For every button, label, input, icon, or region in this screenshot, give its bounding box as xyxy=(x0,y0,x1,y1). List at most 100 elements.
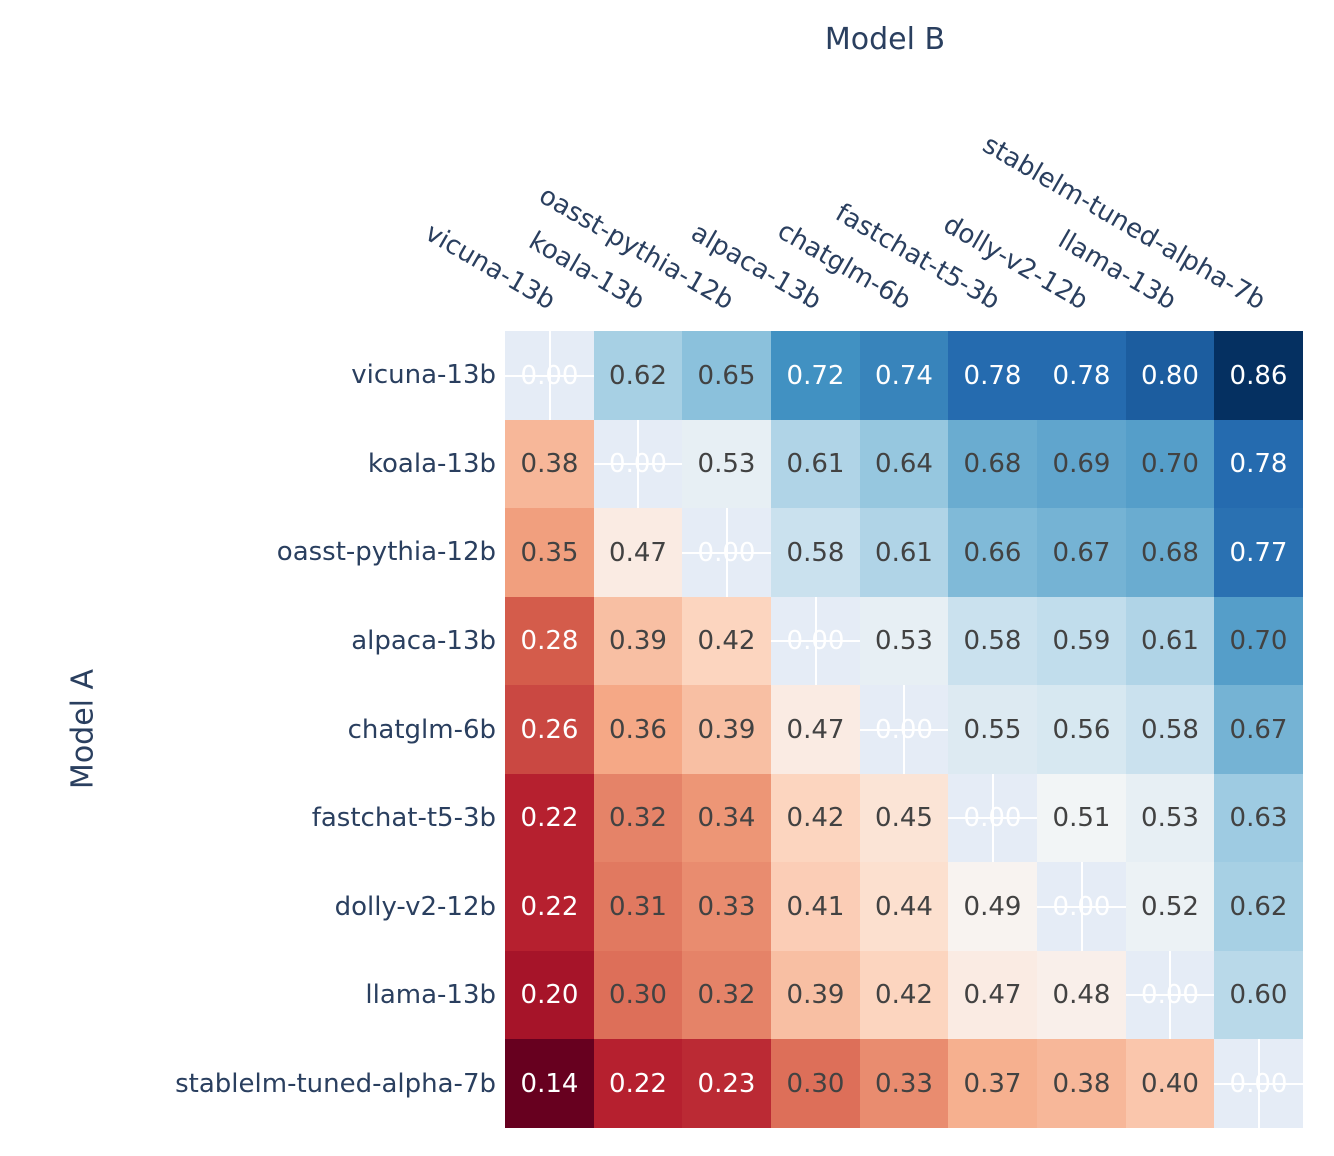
diagonal-gridline-h xyxy=(505,374,594,377)
x-axis-title: Model B xyxy=(824,22,946,57)
heatmap-cell[interactable]: 0.33 xyxy=(860,1039,948,1128)
heatmap-cell[interactable]: 0.42 xyxy=(860,951,948,1039)
heatmap-cell[interactable]: 0.74 xyxy=(860,331,948,420)
heatmap-cell[interactable]: 0.68 xyxy=(1126,508,1214,597)
cell-value: 0.00 xyxy=(520,360,579,391)
heatmap-cell[interactable]: 0.60 xyxy=(1214,951,1303,1039)
heatmap-cell[interactable]: 0.28 xyxy=(505,597,594,685)
cell-value: 0.62 xyxy=(609,360,667,391)
heatmap-cell[interactable]: 0.00 xyxy=(1037,862,1126,951)
heatmap-cell[interactable]: 0.42 xyxy=(771,774,860,862)
heatmap-cell[interactable]: 0.00 xyxy=(948,774,1037,862)
heatmap-cell[interactable]: 0.00 xyxy=(860,685,948,774)
cell-value: 0.42 xyxy=(786,803,845,833)
heatmap-cell[interactable]: 0.42 xyxy=(682,597,771,685)
heatmap-cell[interactable]: 0.26 xyxy=(505,685,594,774)
heatmap-cell[interactable]: 0.59 xyxy=(1037,597,1126,685)
heatmap-cell[interactable]: 0.00 xyxy=(1126,951,1214,1039)
heatmap-cell[interactable]: 0.44 xyxy=(860,862,948,951)
cell-value: 0.77 xyxy=(1229,537,1288,568)
heatmap-cell[interactable]: 0.45 xyxy=(860,774,948,862)
heatmap-cell[interactable]: 0.72 xyxy=(771,331,860,420)
cell-value: 0.20 xyxy=(520,980,579,1010)
heatmap-cell[interactable]: 0.77 xyxy=(1214,508,1303,597)
heatmap-cell[interactable]: 0.35 xyxy=(505,508,594,597)
cell-value: 0.31 xyxy=(609,891,667,922)
heatmap-cell[interactable]: 0.22 xyxy=(594,1039,682,1128)
heatmap-cell[interactable]: 0.62 xyxy=(594,331,682,420)
cell-value: 0.53 xyxy=(697,449,756,479)
heatmap-cell[interactable]: 0.22 xyxy=(505,774,594,862)
cell-value: 0.61 xyxy=(1141,626,1199,656)
heatmap-cell[interactable]: 0.00 xyxy=(505,331,594,420)
heatmap-cell[interactable]: 0.63 xyxy=(1214,774,1303,862)
heatmap-cell[interactable]: 0.58 xyxy=(771,508,860,597)
heatmap-cell[interactable]: 0.61 xyxy=(771,420,860,508)
cell-value: 0.22 xyxy=(520,803,579,833)
cell-value: 0.39 xyxy=(786,980,845,1010)
heatmap-cell[interactable]: 0.34 xyxy=(682,774,771,862)
heatmap-cell[interactable]: 0.78 xyxy=(1214,420,1303,508)
heatmap-cell[interactable]: 0.00 xyxy=(771,597,860,685)
heatmap-cell[interactable]: 0.61 xyxy=(1126,597,1214,685)
heatmap-grid: 0.00 0.62 0.65 0.72 0.74 0.78 0.78 0.80 0.86 0.38… xyxy=(505,331,1303,1128)
heatmap-cell[interactable]: 0.47 xyxy=(771,685,860,774)
heatmap-cell[interactable]: 0.69 xyxy=(1037,420,1126,508)
heatmap-cell[interactable]: 0.20 xyxy=(505,951,594,1039)
heatmap-cell[interactable]: 0.41 xyxy=(771,862,860,951)
heatmap-cell[interactable]: 0.58 xyxy=(1126,685,1214,774)
heatmap-cell[interactable]: 0.64 xyxy=(860,420,948,508)
heatmap-cell[interactable]: 0.00 xyxy=(682,508,771,597)
heatmap-cell[interactable]: 0.65 xyxy=(682,331,771,420)
diagonal-gridline-h xyxy=(1037,905,1126,908)
heatmap-cell[interactable]: 0.00 xyxy=(1214,1039,1303,1128)
heatmap-cell[interactable]: 0.47 xyxy=(594,508,682,597)
heatmap-cell[interactable]: 0.37 xyxy=(948,1039,1037,1128)
heatmap-cell[interactable]: 0.39 xyxy=(682,685,771,774)
heatmap-cell[interactable]: 0.78 xyxy=(948,331,1037,420)
heatmap-cell[interactable]: 0.30 xyxy=(594,951,682,1039)
heatmap-cell[interactable]: 0.47 xyxy=(948,951,1037,1039)
heatmap-cell[interactable]: 0.80 xyxy=(1126,331,1214,420)
heatmap-cell[interactable]: 0.33 xyxy=(682,862,771,951)
y-tick-label: stablelm-tuned-alpha-7b xyxy=(175,1069,496,1099)
heatmap-cell[interactable]: 0.39 xyxy=(594,597,682,685)
cell-value: 0.65 xyxy=(697,360,756,391)
heatmap-cell[interactable]: 0.53 xyxy=(1126,774,1214,862)
heatmap-cell[interactable]: 0.70 xyxy=(1214,597,1303,685)
cell-value: 0.00 xyxy=(1052,891,1111,922)
heatmap-cell[interactable]: 0.61 xyxy=(860,508,948,597)
heatmap-cell[interactable]: 0.22 xyxy=(505,862,594,951)
heatmap-cell[interactable]: 0.70 xyxy=(1126,420,1214,508)
heatmap-cell[interactable]: 0.67 xyxy=(1214,685,1303,774)
heatmap-cell[interactable]: 0.49 xyxy=(948,862,1037,951)
heatmap-cell[interactable]: 0.67 xyxy=(1037,508,1126,597)
heatmap-cell[interactable]: 0.40 xyxy=(1126,1039,1214,1128)
heatmap-cell[interactable]: 0.58 xyxy=(948,597,1037,685)
heatmap-cell[interactable]: 0.78 xyxy=(1037,331,1126,420)
heatmap-cell[interactable]: 0.00 xyxy=(594,420,682,508)
cell-value: 0.00 xyxy=(1229,1068,1288,1099)
heatmap-cell[interactable]: 0.68 xyxy=(948,420,1037,508)
heatmap-cell[interactable]: 0.38 xyxy=(1037,1039,1126,1128)
heatmap-cell[interactable]: 0.32 xyxy=(682,951,771,1039)
heatmap-cell[interactable]: 0.53 xyxy=(682,420,771,508)
cell-value: 0.41 xyxy=(786,891,845,922)
heatmap-cell[interactable]: 0.39 xyxy=(771,951,860,1039)
heatmap-cell[interactable]: 0.30 xyxy=(771,1039,860,1128)
heatmap-cell[interactable]: 0.31 xyxy=(594,862,682,951)
heatmap-cell[interactable]: 0.55 xyxy=(948,685,1037,774)
heatmap-cell[interactable]: 0.38 xyxy=(505,420,594,508)
heatmap-cell[interactable]: 0.32 xyxy=(594,774,682,862)
heatmap-cell[interactable]: 0.52 xyxy=(1126,862,1214,951)
heatmap-cell[interactable]: 0.53 xyxy=(860,597,948,685)
heatmap-cell[interactable]: 0.36 xyxy=(594,685,682,774)
heatmap-cell[interactable]: 0.14 xyxy=(505,1039,594,1128)
heatmap-cell[interactable]: 0.62 xyxy=(1214,862,1303,951)
heatmap-cell[interactable]: 0.51 xyxy=(1037,774,1126,862)
heatmap-cell[interactable]: 0.86 xyxy=(1214,331,1303,420)
heatmap-cell[interactable]: 0.66 xyxy=(948,508,1037,597)
heatmap-cell[interactable]: 0.48 xyxy=(1037,951,1126,1039)
heatmap-cell[interactable]: 0.56 xyxy=(1037,685,1126,774)
heatmap-cell[interactable]: 0.23 xyxy=(682,1039,771,1128)
